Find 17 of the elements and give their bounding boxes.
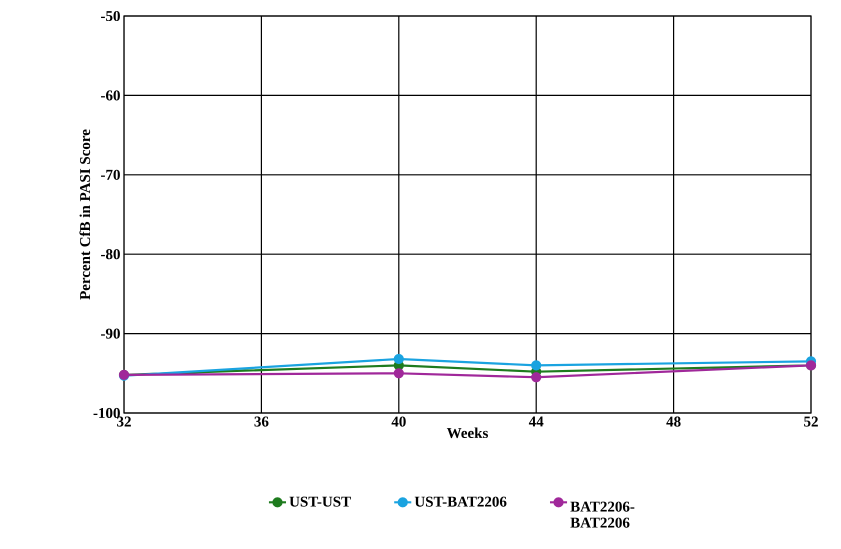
x-tick-label: 32	[117, 416, 131, 427]
x-axis-title: Weeks	[446, 428, 488, 438]
legend-label: UST-BAT2206	[414, 496, 506, 507]
legend-label: BAT2206-BAT2206	[570, 502, 634, 528]
y-tick-label: -80	[101, 249, 120, 260]
x-tick-label: 52	[804, 416, 818, 427]
y-tick-label: -70	[101, 170, 120, 180]
x-tick-label: 48	[666, 416, 681, 427]
y-tick-label: -90	[101, 328, 120, 339]
x-tick-label: 36	[254, 416, 268, 427]
y-axis-title: Percent CfB in PASI Score	[79, 129, 90, 300]
legend-label: UST-UST	[289, 496, 351, 507]
y-tick-label: -100	[94, 408, 120, 418]
y-tick-label: -50	[101, 10, 120, 22]
x-tick-label: 40	[392, 416, 406, 427]
x-tick-label: 44	[528, 416, 544, 426]
y-tick-label: -60	[101, 90, 120, 100]
